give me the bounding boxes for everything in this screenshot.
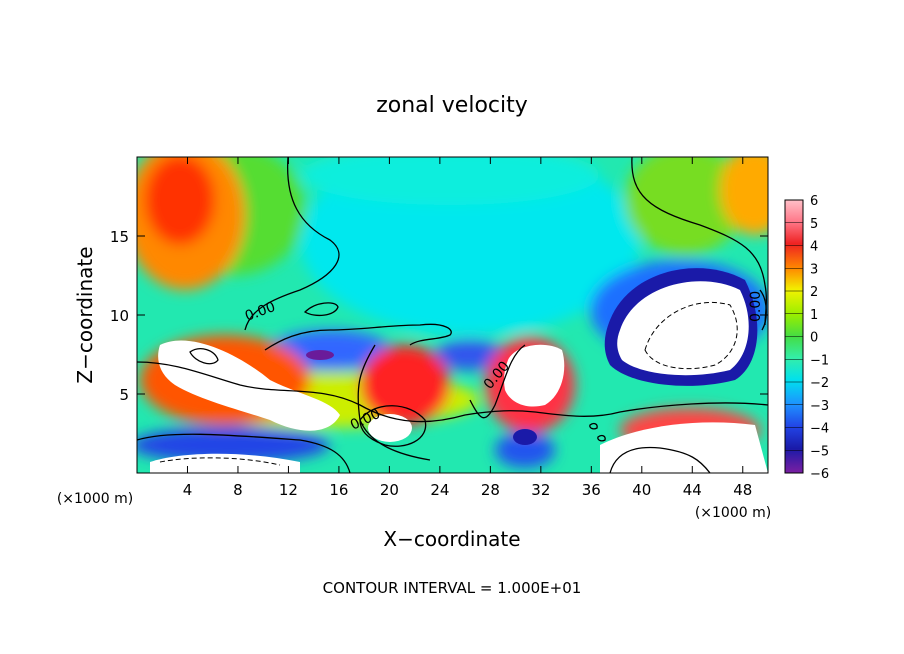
colorbar-tick-label: 3 — [810, 262, 818, 277]
colorbar-tick-label: 2 — [810, 285, 818, 300]
colorbar-tick-label: −4 — [810, 422, 829, 437]
x-tick-label: 24 — [430, 481, 449, 499]
zero-contour-loop-left — [189, 348, 219, 365]
field-orange-topright — [720, 157, 768, 235]
x-tick-label: 32 — [531, 481, 550, 499]
y-tick-label: 10 — [110, 307, 129, 325]
negative-contour-right — [644, 301, 738, 370]
contour-field: 0.00 0.00 0.00 0.00 — [137, 157, 768, 473]
field-blue-bottom-left — [137, 427, 330, 463]
field-white-core-c20 — [368, 414, 412, 442]
colorbar-tick-label: −2 — [810, 376, 829, 391]
chart-title: zonal velocity — [376, 93, 528, 118]
footnote: CONTOUR INTERVAL = 1.000E+01 — [323, 579, 582, 597]
zero-contour-c28 — [469, 344, 526, 419]
x-unit-left: (×1000 m) — [57, 491, 133, 507]
colorbar-tick-label: −5 — [810, 444, 829, 459]
colorbar-tick-label: −6 — [810, 467, 829, 482]
colorbar-tick-label: −3 — [810, 399, 829, 414]
colorbar-tick-label: 5 — [810, 217, 818, 232]
y-axis-label: Z−coordinate — [73, 246, 97, 383]
colorbar-tick-label: 6 — [810, 194, 818, 209]
field-white-core-right — [617, 281, 749, 376]
x-tick-label: 12 — [279, 481, 298, 499]
contour-label-4: 0.00 — [748, 291, 764, 322]
field-red-topleft — [145, 157, 215, 245]
colorbar-tick-label: 0 — [810, 331, 818, 346]
x-tick-label: 28 — [481, 481, 500, 499]
x-tick-label: 16 — [329, 481, 348, 499]
y-tick-label: 15 — [110, 228, 129, 246]
field-cyan-top — [300, 157, 600, 205]
zero-contour-dot-2 — [597, 434, 606, 442]
field-blue-spot — [513, 429, 537, 445]
zero-contour-dot-1 — [589, 422, 598, 430]
x-tick-label: 40 — [632, 481, 651, 499]
zero-contour-mid — [264, 323, 452, 351]
x-tick-label: 20 — [380, 481, 399, 499]
zero-contour-small-loop — [303, 302, 339, 317]
negative-contour-bottom — [159, 457, 281, 466]
field-white-core-bottom — [600, 422, 768, 473]
zero-contour-upper — [244, 157, 340, 331]
zero-contour-c20-loop — [359, 405, 427, 447]
field-blue-center — [435, 340, 505, 370]
colorbar-tick-label: 4 — [810, 240, 818, 255]
x-tick-label: 48 — [733, 481, 752, 499]
field-purple-spot — [306, 350, 334, 360]
zero-contour-right-edge — [759, 289, 767, 331]
field-blue-bottom-mid — [495, 432, 555, 468]
x-axis-label: X−coordinate — [383, 527, 520, 551]
zero-contour-bottom-left — [137, 433, 351, 473]
x-ticks: 4 8 12 16 20 24 28 32 36 40 44 48 — [183, 157, 752, 499]
zero-contour-bottom-right — [609, 446, 711, 473]
x-tick-label: 8 — [233, 481, 243, 499]
x-tick-label: 44 — [683, 481, 702, 499]
colorbar-tick-label: −1 — [810, 353, 829, 368]
zero-contour-lower — [137, 361, 768, 423]
colorbar-tick-label: 1 — [810, 308, 818, 323]
x-unit-right: (×1000 m) — [695, 505, 771, 521]
y-ticks: 5 10 15 — [110, 228, 768, 404]
x-tick-label: 36 — [582, 481, 601, 499]
zero-contour-right — [631, 157, 767, 326]
field-red-c20 — [360, 345, 450, 425]
x-tick-label: 4 — [183, 481, 193, 499]
field-white-core-c32 — [504, 344, 565, 407]
y-tick-label: 5 — [119, 386, 129, 404]
colorbar: 6 5 4 3 2 1 0 −1 −2 −3 −4 −5 −6 — [784, 194, 829, 482]
